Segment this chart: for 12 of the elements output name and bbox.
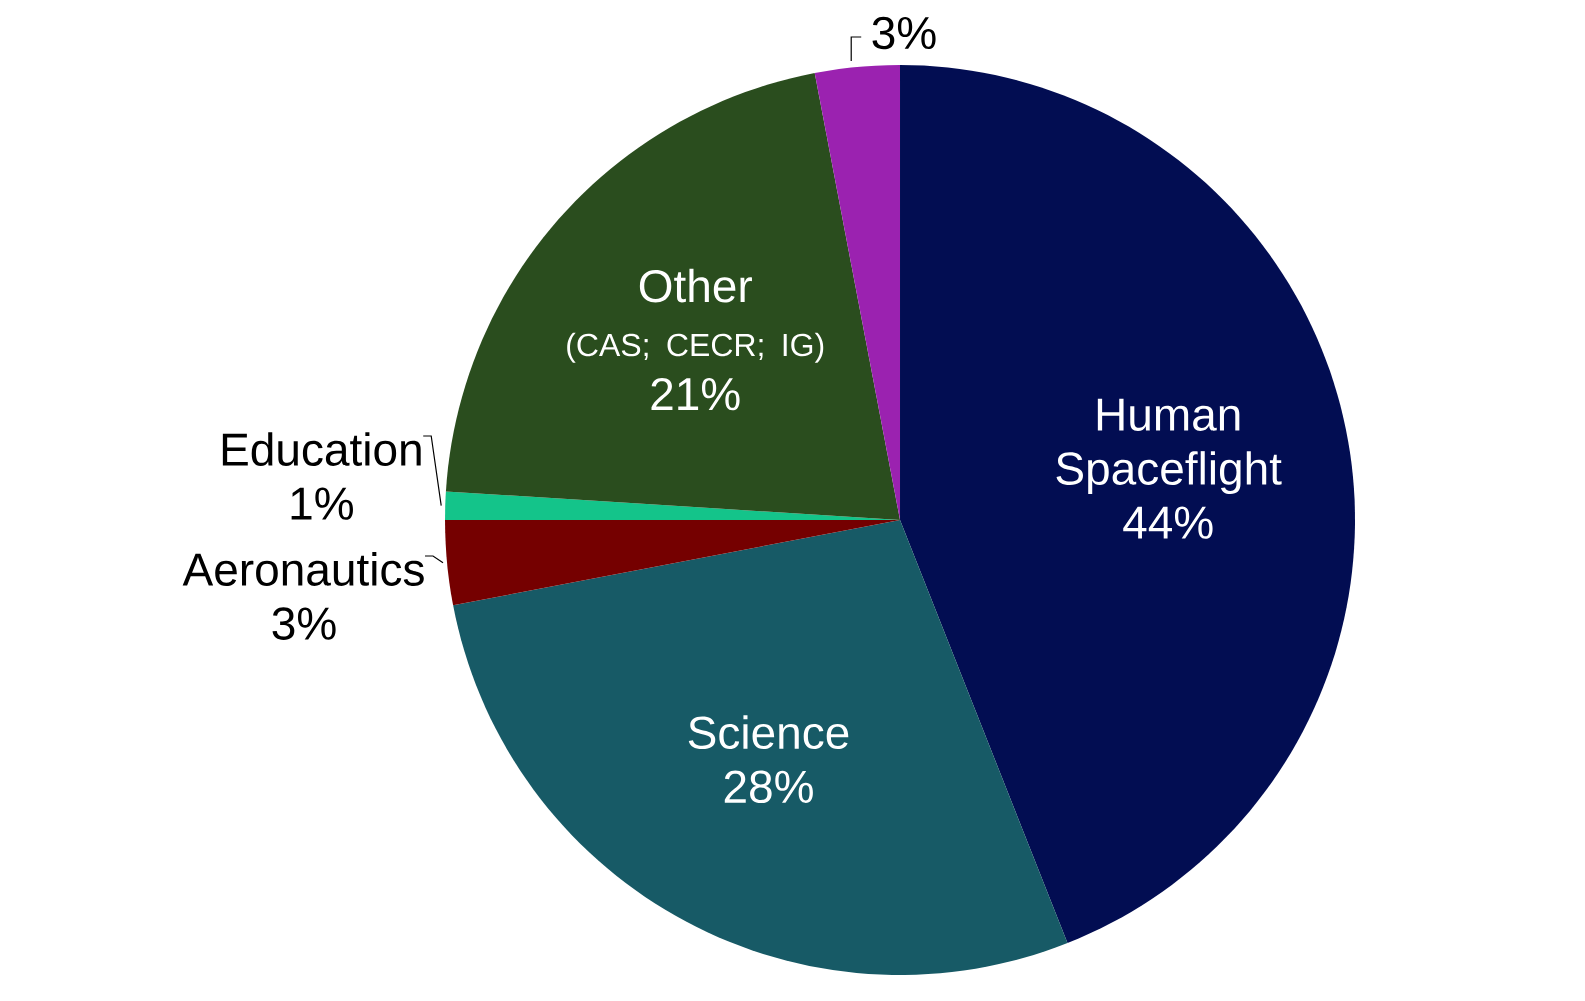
data-label: 44% bbox=[1123, 506, 1213, 539]
slice-label: Education bbox=[222, 432, 421, 466]
data-label: 3% bbox=[272, 607, 336, 640]
data-label: 21% bbox=[651, 377, 740, 411]
text: (CAS; CECR; IG) bbox=[567, 332, 824, 363]
slice-label: Human Spaceflight bbox=[1056, 398, 1282, 495]
slice-label: Science bbox=[688, 715, 849, 750]
slice-label: Aeronautics bbox=[182, 552, 424, 586]
slice-label: Other bbox=[639, 268, 752, 303]
data-label: 1% bbox=[291, 487, 353, 520]
data-label: 3% bbox=[872, 16, 936, 50]
data-label: 28% bbox=[724, 770, 813, 804]
